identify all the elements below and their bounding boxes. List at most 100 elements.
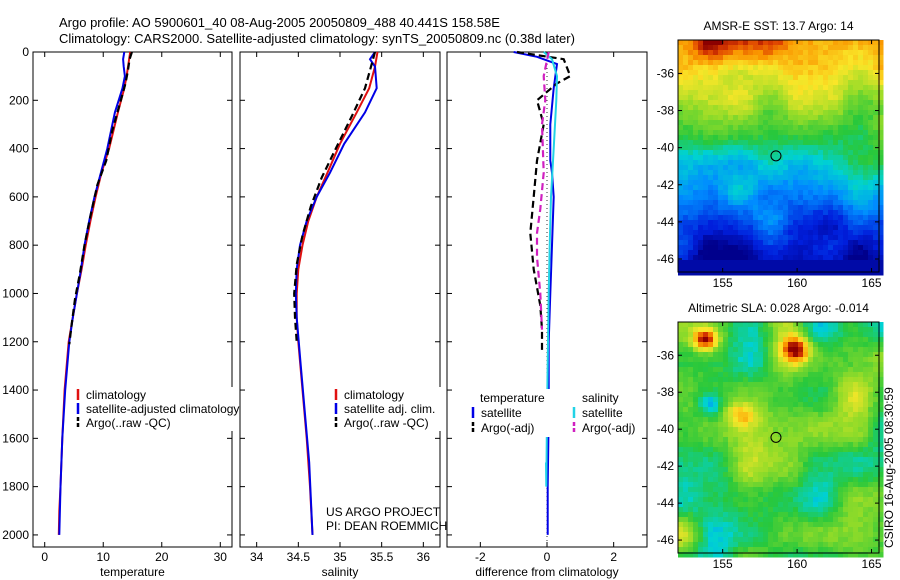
map-cell <box>773 342 779 348</box>
map-cell <box>698 175 704 181</box>
map-cell <box>843 60 849 66</box>
map-cell <box>758 115 764 121</box>
map-cell <box>798 452 804 458</box>
map-cell <box>793 532 799 538</box>
map-cell <box>818 417 824 423</box>
map-cell <box>778 85 784 91</box>
map-cell <box>773 527 779 533</box>
map-cell <box>848 110 854 116</box>
map-cell <box>723 60 729 66</box>
map-cell <box>838 50 844 56</box>
map-cell <box>878 140 884 146</box>
map-cell <box>728 497 734 503</box>
map-cell <box>798 457 804 463</box>
map-cell <box>723 447 729 453</box>
legend-label: satellite <box>481 406 522 420</box>
map-cell <box>808 337 814 343</box>
map-cell <box>863 342 869 348</box>
map-cell <box>858 100 864 106</box>
map-cell <box>803 130 809 136</box>
map-cell <box>753 462 759 468</box>
map-cell <box>843 447 849 453</box>
map-cell <box>828 40 834 46</box>
map-cell <box>763 457 769 463</box>
map-cell <box>798 472 804 478</box>
map-cell <box>853 170 859 176</box>
map-cell <box>698 332 704 338</box>
map-cell <box>818 367 824 373</box>
map-cell <box>708 190 714 196</box>
map-cell <box>743 150 749 156</box>
map-cell <box>723 432 729 438</box>
map-cell <box>688 245 694 251</box>
map-cell <box>828 105 834 111</box>
map-cell <box>843 467 849 473</box>
map-cell <box>783 452 789 458</box>
map-cell <box>738 170 744 176</box>
map-cell <box>748 367 754 373</box>
map-cell <box>853 352 859 358</box>
map-cell <box>823 155 829 161</box>
legend-label: Argo(-adj) <box>582 421 635 435</box>
map-cell <box>713 170 719 176</box>
map-cell <box>808 437 814 443</box>
map-cell <box>873 542 879 548</box>
map-cell <box>778 65 784 71</box>
map-cell <box>833 205 839 211</box>
map-cell <box>783 427 789 433</box>
map-cell <box>713 55 719 61</box>
map-cell <box>688 105 694 111</box>
map-cell <box>698 477 704 483</box>
map-cell <box>853 100 859 106</box>
map-cell <box>758 90 764 96</box>
map-cell <box>848 270 854 276</box>
map-cell <box>688 537 694 543</box>
map-cell <box>873 210 879 216</box>
map-cell <box>808 95 814 101</box>
map-cell <box>873 110 879 116</box>
map-cell <box>718 497 724 503</box>
map-cell <box>863 225 869 231</box>
map-cell <box>738 225 744 231</box>
map-cell <box>678 507 684 513</box>
map-cell <box>808 70 814 76</box>
map-cell <box>843 100 849 106</box>
map-cell <box>788 347 794 353</box>
map-cell <box>678 422 684 428</box>
map-cell <box>838 402 844 408</box>
map-cell <box>698 190 704 196</box>
map-cell <box>728 377 734 383</box>
map-cell <box>783 332 789 338</box>
map-cell <box>863 477 869 483</box>
map-cell <box>848 240 854 246</box>
map-cell <box>838 517 844 523</box>
map-cell <box>868 387 874 393</box>
map-cell <box>718 240 724 246</box>
map-cell <box>708 270 714 276</box>
map-cell <box>773 542 779 548</box>
map-cell <box>703 482 709 488</box>
map-cell <box>768 537 774 543</box>
map-cell <box>698 40 704 46</box>
map-cell <box>863 397 869 403</box>
map-cell <box>728 60 734 66</box>
map-cell <box>793 270 799 276</box>
map-cell <box>848 165 854 171</box>
map-cell <box>728 387 734 393</box>
map-cell <box>838 432 844 438</box>
map-cell <box>728 427 734 433</box>
map-cell <box>758 437 764 443</box>
map-cell <box>793 105 799 111</box>
map-cell <box>693 100 699 106</box>
map-cell <box>873 442 879 448</box>
map-cell <box>803 125 809 131</box>
map-cell <box>768 382 774 388</box>
map-cell <box>683 125 689 131</box>
map-cell <box>708 210 714 216</box>
map-cell <box>818 532 824 538</box>
x-tick-label: 34 <box>250 550 264 564</box>
map-cell <box>843 50 849 56</box>
map-cell <box>803 140 809 146</box>
map-cell <box>708 65 714 71</box>
map-cell <box>698 80 704 86</box>
